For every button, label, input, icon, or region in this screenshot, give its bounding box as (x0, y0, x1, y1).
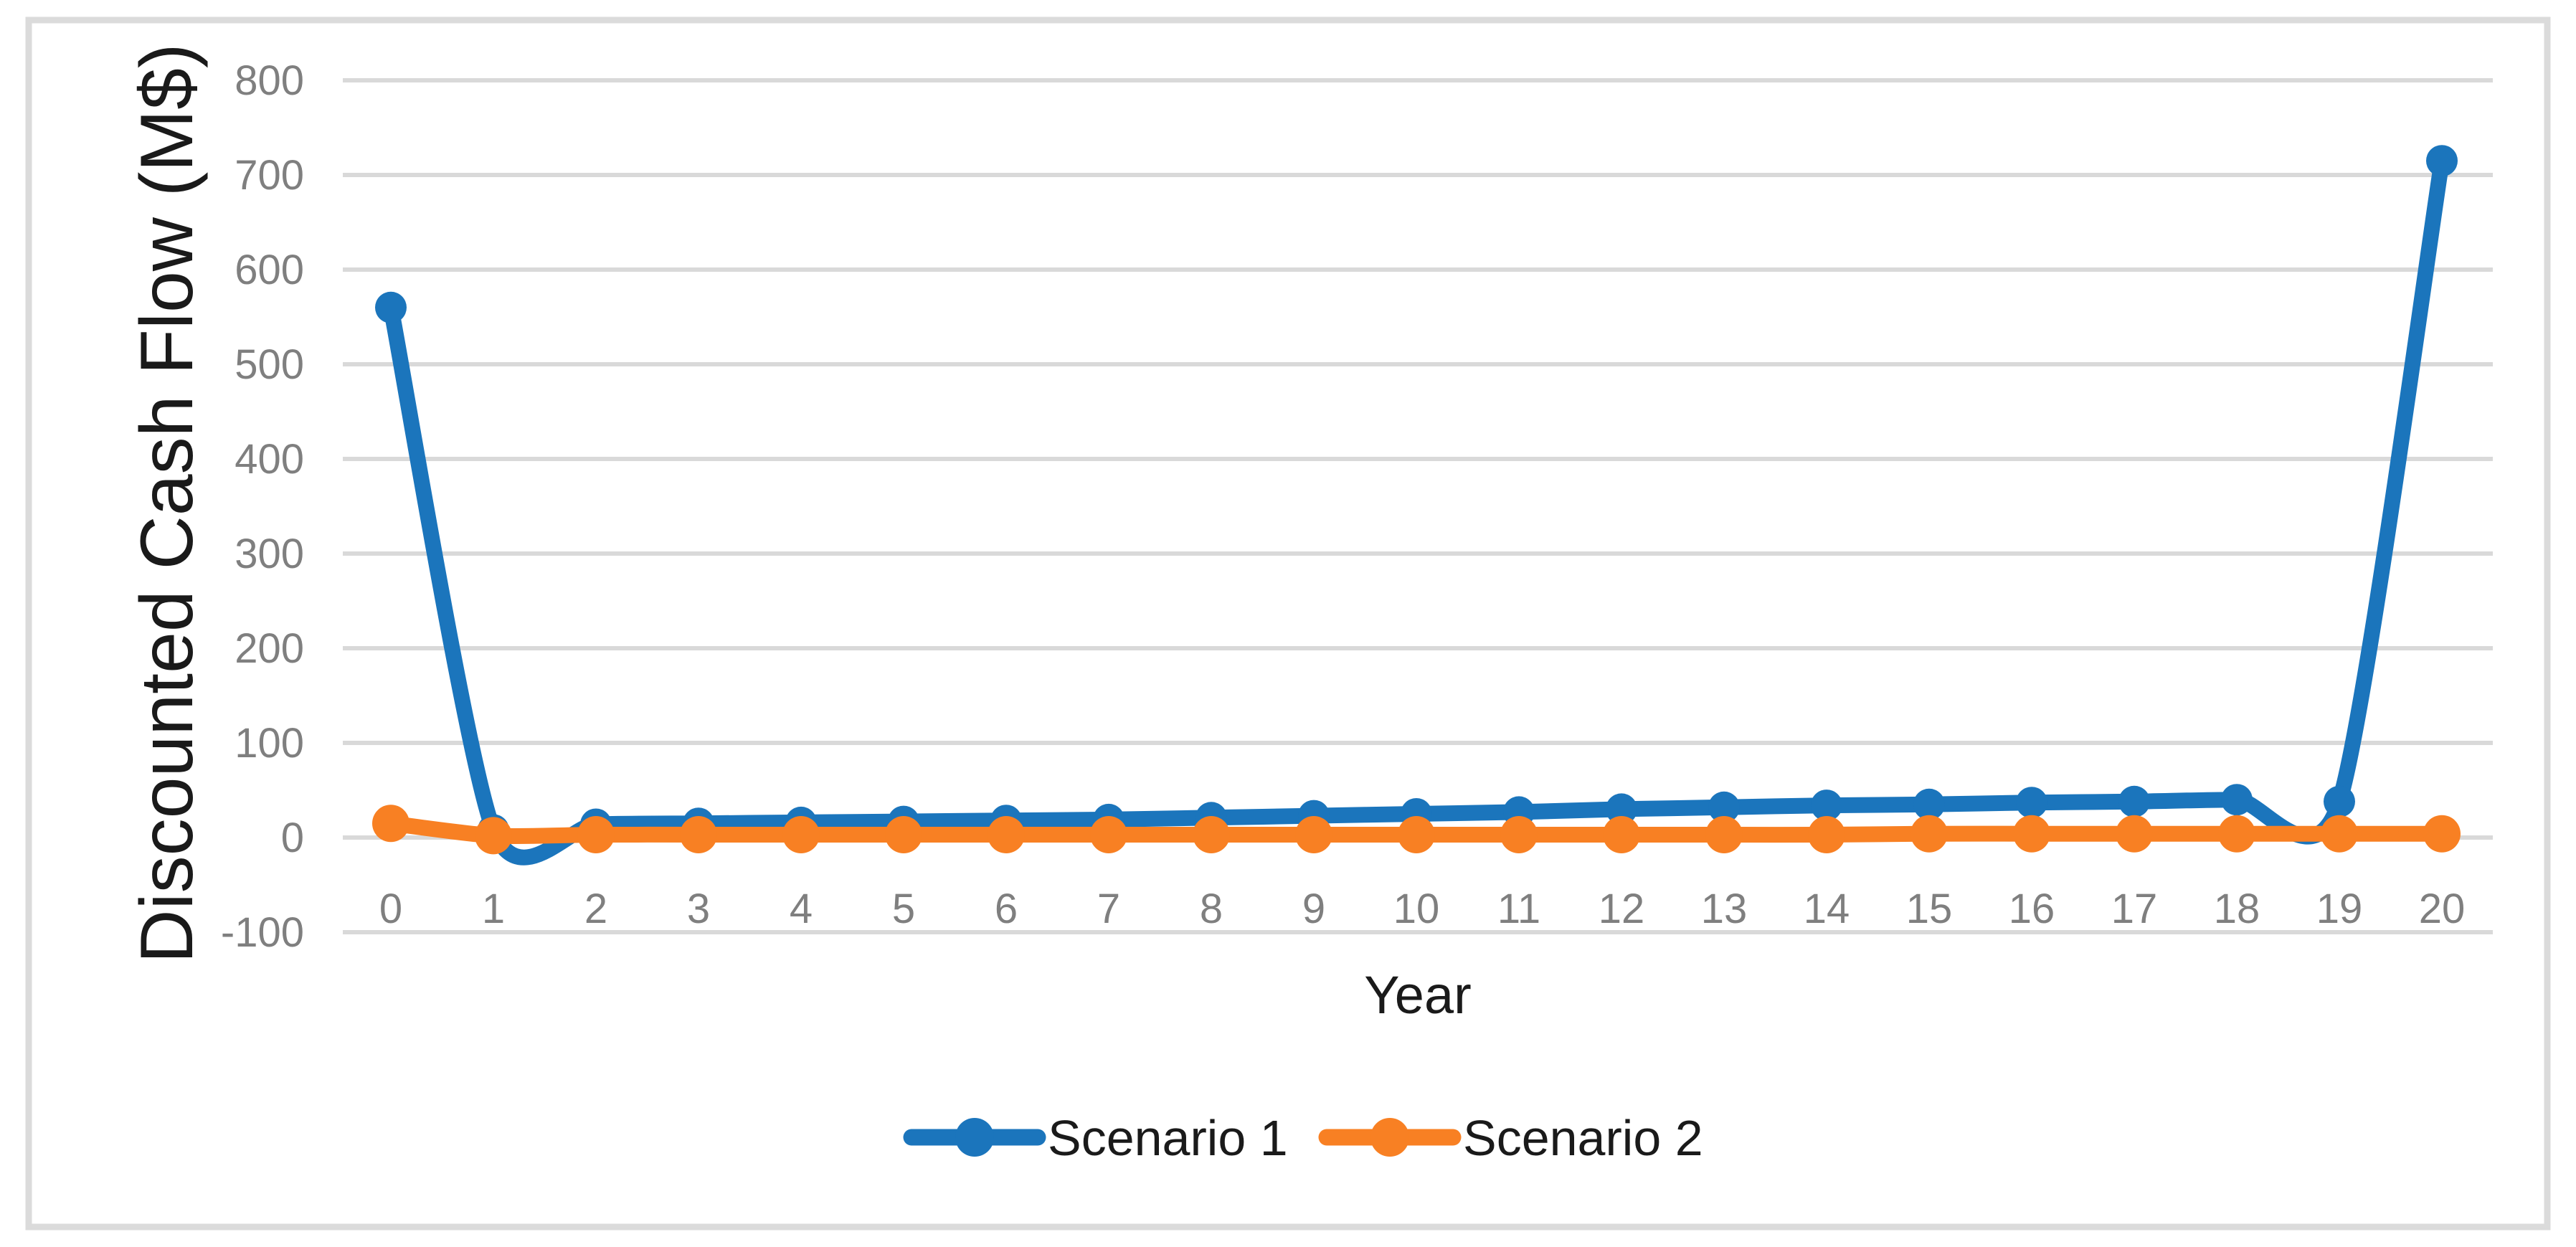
x-axis-tick-labels: 0 1 2 3 4 5 6 7 8 9 10 11 12 13 14 15 16 17 18 19 20 (379, 886, 2465, 932)
data-point-marker (2321, 815, 2358, 853)
x-axis-title: Year (1364, 965, 1472, 1025)
gridlines (343, 78, 2493, 934)
y-tick-label: 700 (235, 152, 304, 199)
data-point-marker (1090, 816, 1127, 853)
legend-item-1: Scenario 1 (903, 1110, 1288, 1166)
data-point-marker (2324, 785, 2355, 817)
y-tick-label: 600 (235, 247, 304, 293)
x-tick-label: 6 (995, 886, 1018, 932)
x-tick-label: 11 (1497, 886, 1540, 932)
x-tick-label: 10 (1393, 886, 1440, 932)
x-tick-label: 17 (2111, 886, 2158, 932)
y-axis-title: Discounted Cash Flow (M$) (126, 43, 209, 963)
x-tick-label: 14 (1804, 886, 1850, 932)
x-tick-label: 1 (482, 886, 505, 932)
y-tick-label: 100 (235, 720, 304, 767)
y-axis-tick-labels: -100 0 100 200 300 400 500 600 700 800 (221, 57, 304, 956)
legend-item-2: Scenario 2 (1318, 1110, 1703, 1166)
x-tick-label: 2 (584, 886, 607, 932)
data-point-marker (680, 816, 717, 853)
data-point-marker (1708, 791, 1740, 823)
data-point-marker (2118, 785, 2150, 817)
data-point-marker (1705, 816, 1743, 853)
y-tick-label: -100 (221, 909, 304, 956)
data-point-marker (1811, 790, 1842, 822)
data-point-marker (2426, 145, 2458, 177)
data-point-marker (1193, 816, 1230, 853)
data-point-marker (1500, 816, 1538, 853)
data-point-marker (577, 816, 615, 853)
x-tick-label: 18 (2214, 886, 2260, 932)
data-point-marker (1808, 816, 1845, 853)
legend-label: Scenario 1 (1048, 1110, 1288, 1166)
data-point-marker (2423, 815, 2461, 853)
x-tick-label: 13 (1701, 886, 1748, 932)
x-tick-label: 9 (1302, 886, 1325, 932)
data-point-marker (988, 816, 1025, 853)
chart-border (25, 16, 2551, 1231)
y-tick-label: 400 (235, 436, 304, 483)
legend: Scenario 1 Scenario 2 (903, 1110, 1703, 1166)
legend-point-icon (1370, 1118, 1409, 1157)
x-tick-label: 19 (2316, 886, 2363, 932)
x-tick-label: 7 (1097, 886, 1120, 932)
x-tick-label: 3 (687, 886, 710, 932)
data-point-marker (1398, 816, 1435, 853)
data-point-marker (1606, 793, 1637, 825)
x-tick-label: 15 (1906, 886, 1953, 932)
y-tick-label: 500 (235, 341, 304, 388)
x-tick-label: 8 (1200, 886, 1223, 932)
data-point-marker (372, 805, 409, 843)
data-point-marker (885, 816, 922, 853)
data-point-marker (2016, 787, 2047, 819)
x-tick-label: 4 (790, 886, 813, 932)
y-tick-label: 200 (235, 625, 304, 672)
legend-label: Scenario 2 (1463, 1110, 1703, 1166)
data-point-marker (1295, 816, 1332, 853)
data-point-marker (1913, 788, 1945, 820)
data-point-marker (2013, 815, 2050, 853)
series-scenario-2 (372, 805, 2461, 855)
data-point-marker (782, 816, 820, 853)
x-tick-label: 12 (1599, 886, 1645, 932)
data-point-marker (2218, 815, 2255, 853)
data-point-marker (375, 291, 407, 323)
data-point-marker (2116, 815, 2153, 853)
legend-point-icon (955, 1118, 994, 1157)
data-point-marker (1910, 815, 1948, 853)
y-tick-label: 300 (235, 531, 304, 577)
data-point-marker (1603, 816, 1640, 853)
data-point-marker (475, 817, 512, 855)
x-tick-label: 5 (892, 886, 915, 932)
x-tick-label: 0 (379, 886, 402, 932)
data-point-marker (2221, 784, 2253, 816)
y-tick-label: 800 (235, 57, 304, 104)
x-tick-label: 20 (2419, 886, 2466, 932)
x-tick-label: 16 (2009, 886, 2055, 932)
y-tick-label: 0 (281, 815, 304, 861)
